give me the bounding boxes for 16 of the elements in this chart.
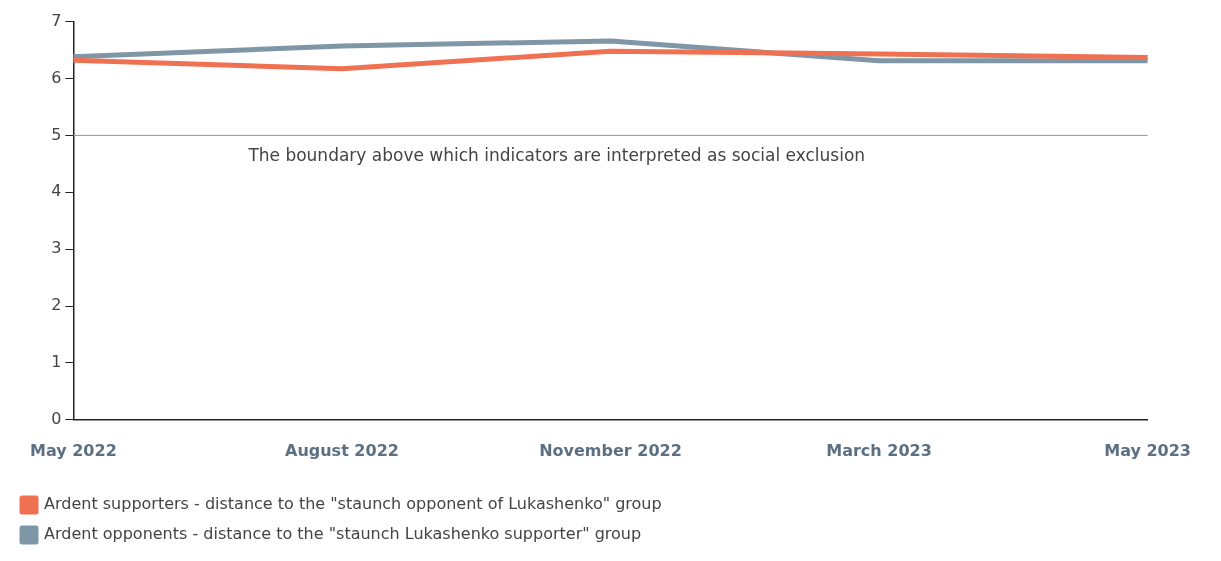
x-tick-label: August 2022	[284, 440, 399, 460]
y-tick-label: 6	[51, 67, 62, 87]
y-tick-label: 7	[51, 10, 62, 30]
ref-line-label: The boundary above which indicators are interpreted as social exclusion	[247, 145, 866, 166]
legend-label: Ardent opponents - distance to the "staunch Lukashenko supporter" group	[44, 524, 642, 544]
x-tick-label: March 2023	[826, 440, 932, 460]
y-tick-label: 0	[51, 408, 62, 428]
y-tick-label: 4	[51, 181, 62, 201]
x-tick-label: November 2022	[539, 440, 682, 460]
x-tick-label: May 2022	[30, 440, 117, 460]
y-tick-label: 1	[51, 352, 62, 372]
x-tick-label: May 2023	[1104, 440, 1191, 460]
legend-label: Ardent supporters - distance to the "staunch opponent of Lukashenko" group	[44, 494, 662, 514]
y-tick-label: 2	[51, 295, 62, 315]
y-tick-label: 3	[51, 238, 62, 258]
y-tick-label: 5	[51, 124, 62, 144]
